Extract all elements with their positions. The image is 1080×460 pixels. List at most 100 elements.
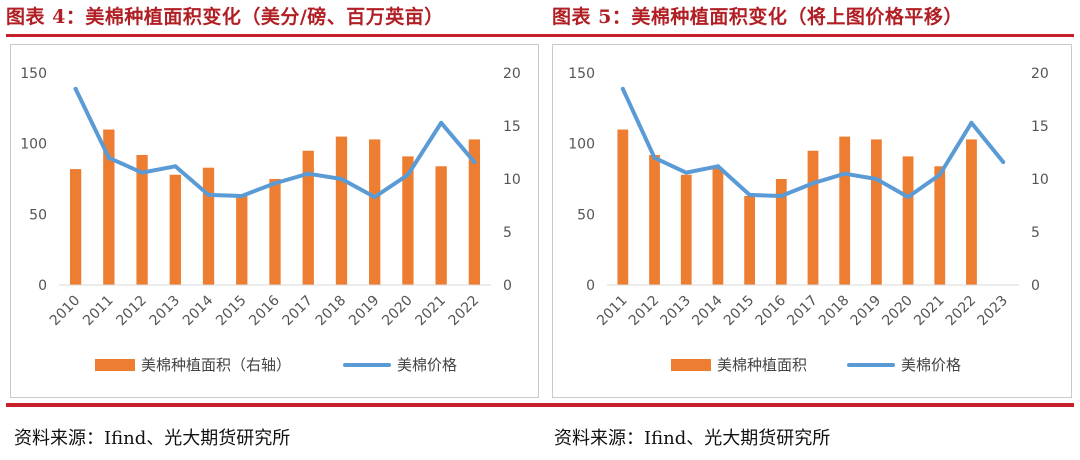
area-bar [775,179,787,285]
right-axis-tick-label: 5 [1031,225,1040,241]
x-tick-label: 2020 [379,293,416,330]
x-tick-label: 2017 [784,293,821,330]
right-axis-tick-label: 20 [1031,66,1049,82]
chart-5-title: 图表 5：美棉种植面积变化（将上图价格平移） [552,6,963,28]
left-axis-tick-label: 0 [38,278,47,294]
chart-4-svg: 0501001500510152020102011201220132014201… [20,66,521,374]
legend-line-label: 美棉价格 [901,356,961,374]
price-point [405,172,410,177]
x-tick-label: 2012 [626,293,663,330]
x-tick-label: 2022 [446,293,483,330]
area-bar [712,167,724,285]
chart-4-source: 资料来源：Ifind、光大期货研究所 [14,428,291,449]
price-point [811,181,815,186]
right-axis-tick-label: 10 [1031,172,1049,188]
x-tick-label: 2021 [412,293,449,330]
x-tick-label: 2015 [213,293,250,330]
area-bar [870,139,882,285]
chart-4-title: 图表 4：美棉种植面积变化（美分/磅、百万英亩） [6,6,444,28]
area-bar [468,139,481,285]
price-point [969,120,974,125]
price-point [1001,160,1006,165]
x-tick-label: 2017 [280,293,317,330]
right-axis-tick-label: 10 [503,172,521,188]
price-point [874,177,879,181]
area-bar [435,166,447,285]
price-point [106,155,111,160]
right-axis-tick-label: 20 [503,66,521,82]
area-bar [236,195,248,285]
area-bar [335,136,348,285]
left-axis-tick-label: 50 [29,207,47,223]
x-tick-label: 2015 [721,293,758,330]
right-axis-tick-label: 15 [1031,119,1049,135]
price-point [652,155,657,160]
area-bar [807,150,819,285]
left-axis-tick-label: 100 [568,137,595,153]
legend-bar-swatch [671,359,711,371]
legend-bar-swatch [95,359,135,371]
x-tick-label: 2019 [848,293,885,330]
area-bar [269,179,281,285]
x-tick-label: 2016 [246,292,283,329]
price-point [206,192,211,197]
bottom-red-rule [6,403,1074,407]
area-bar [103,129,115,285]
x-tick-label: 2016 [753,292,790,329]
legend-bar-label: 美棉种植面积 [717,356,807,374]
left-axis-tick-label: 50 [577,207,595,223]
x-tick-label: 2014 [689,292,726,329]
price-point [779,193,784,198]
area-bar [369,139,381,285]
area-bar [617,129,629,285]
price-point [715,164,720,169]
price-point [620,86,625,91]
area-bar [902,156,914,285]
price-point [306,171,311,176]
x-tick-label: 2021 [911,293,948,330]
left-axis-tick-label: 150 [20,66,47,82]
area-bar [839,136,851,285]
area-bar [302,150,314,285]
area-bar [966,139,977,285]
area-bar [136,154,148,285]
x-tick-label: 2018 [816,293,853,330]
x-tick-label: 2013 [147,293,184,330]
area-bar [202,167,215,285]
area-bar [744,195,756,285]
price-point [937,172,942,177]
price-point [372,195,377,200]
x-tick-label: 2019 [346,293,383,330]
right-axis-tick-label: 15 [503,119,521,135]
x-tick-label: 2018 [313,293,350,330]
area-bar [934,166,946,285]
x-tick-label: 2012 [113,293,150,330]
area-bar [402,156,414,285]
price-point [173,164,178,169]
area-bar [649,154,660,285]
chart-5-source: 资料来源：Ifind、光大期货研究所 [554,428,831,449]
price-point [747,192,752,197]
price-point [906,195,911,200]
x-tick-label: 2022 [943,293,980,330]
price-point [73,86,78,91]
right-axis-tick-label: 0 [1031,278,1040,294]
legend-line-label: 美棉价格 [397,356,457,374]
chart-5-svg: 0501001500510152020112012201320142015201… [568,66,1049,374]
area-bar [680,174,692,285]
top-red-rule [6,34,1074,37]
price-point [684,170,689,175]
area-bar [69,169,82,285]
left-axis-tick-label: 100 [20,137,47,153]
legend-bar-label: 美棉种植面积（右轴） [141,356,291,374]
right-axis-tick-label: 5 [503,225,512,241]
left-axis-tick-label: 0 [586,278,595,294]
price-point [140,170,145,175]
price-point [239,193,244,198]
price-point [273,181,277,186]
price-point [439,120,444,125]
price-point [472,160,477,165]
chart-4-panel: 0 50 100 150 0 5 10 15 20 2010 2011 2012 2013 2014 201… [10,44,539,398]
chart-5-panel: 0 50 100 150 0 5 10 15 20 2011 2012 2013 2014 2015 201… [552,44,1072,398]
x-tick-label: 2011 [594,293,631,330]
